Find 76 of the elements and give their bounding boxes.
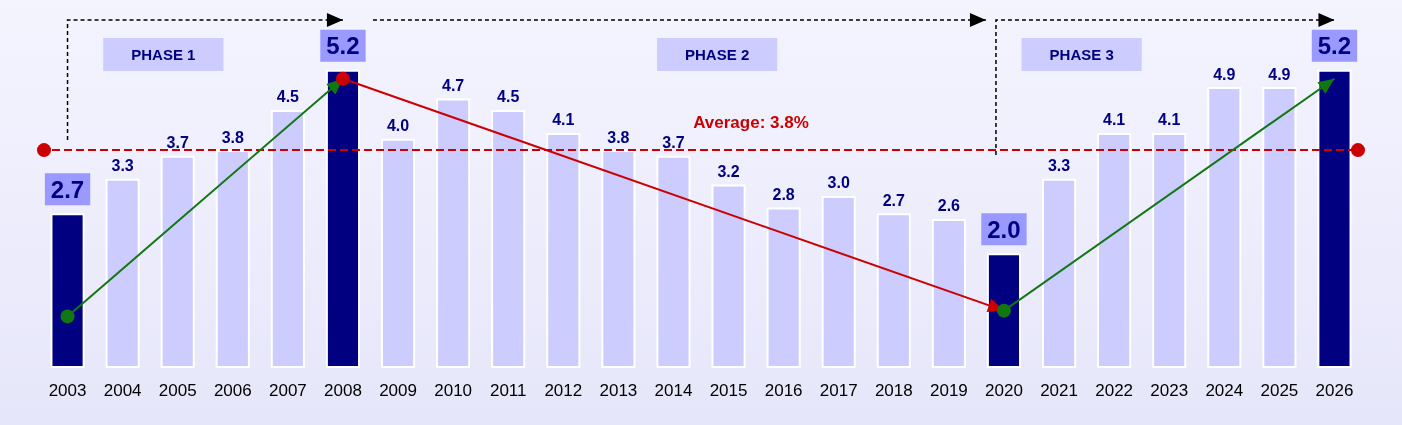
x-tick-label: 2009: [379, 381, 417, 400]
bar: [1152, 132, 1187, 368]
x-tick-label: 2017: [819, 381, 858, 400]
data-label: 4.0: [386, 117, 410, 135]
text: PHASE 3: [1049, 46, 1114, 63]
x-tick-label: 2020: [985, 381, 1023, 400]
data-label: 2.6: [937, 197, 961, 215]
bar: [546, 132, 581, 368]
data-label: 2.7: [882, 191, 906, 209]
bar: [766, 207, 801, 368]
data-label: 4.7: [442, 76, 465, 94]
data-label: 4.9: [1213, 65, 1236, 83]
bar: [380, 138, 416, 368]
x-tick-label: 2023: [1150, 381, 1189, 400]
x-tick-label: 2005: [158, 381, 197, 400]
data-label: 4.9: [1268, 65, 1291, 83]
data-label: 2.0: [987, 215, 1021, 243]
bar: [491, 109, 526, 368]
bar: [1262, 87, 1297, 368]
data-label: 3.7: [166, 134, 189, 152]
data-label: 4.1: [1158, 111, 1181, 129]
x-tick-label: 2015: [709, 381, 748, 400]
bar: [931, 218, 966, 368]
bar: [50, 213, 85, 368]
x-tick-label: 2003: [48, 381, 87, 400]
bar: [1317, 69, 1352, 368]
data-label: 3.3: [1047, 157, 1071, 175]
x-tick-label: 2013: [599, 381, 638, 400]
x-tick-label: 2006: [213, 381, 252, 400]
bar: [656, 155, 691, 368]
data-label: 4.5: [276, 88, 300, 106]
x-tick-label: 2024: [1205, 381, 1244, 400]
text: PHASE 1: [131, 46, 196, 63]
data-label: 4.1: [552, 111, 575, 129]
data-label: 3.3: [111, 157, 134, 175]
bar: [601, 150, 636, 368]
x-tick-label: 2011: [489, 381, 527, 400]
bar: [1041, 178, 1077, 368]
bar: [1097, 132, 1132, 368]
bar: [986, 253, 1022, 368]
bar: [821, 195, 856, 368]
data-label: 2.7: [50, 175, 85, 203]
bar: [1207, 87, 1242, 368]
bar: [325, 69, 361, 368]
bar: [160, 155, 195, 368]
x-tick-label: 2019: [929, 381, 968, 400]
x-tick-label: 2010: [434, 381, 473, 400]
x-tick-label: 2008: [324, 381, 362, 400]
x-tick-label: 2025: [1260, 381, 1299, 400]
data-label: 3.7: [662, 134, 685, 152]
data-label: 5.2: [1317, 32, 1352, 60]
x-tick-label: 2022: [1095, 381, 1134, 400]
x-tick-label: 2014: [654, 381, 693, 400]
data-label: 4.1: [1103, 111, 1126, 129]
x-tick-label: 2007: [268, 381, 307, 400]
bar: [105, 178, 140, 368]
x-tick-label: 2021: [1040, 381, 1078, 400]
data-label: 5.2: [326, 32, 360, 60]
data-label: 3.2: [717, 163, 740, 180]
bar: [215, 150, 250, 368]
x-tick-label: 2004: [103, 381, 142, 400]
x-tick-label: 2018: [874, 381, 913, 400]
bar: [270, 109, 305, 368]
bar: [436, 98, 471, 368]
data-label: 3.8: [607, 128, 630, 146]
data-label: 3.0: [827, 174, 850, 192]
data-label: 3.8: [221, 128, 245, 146]
x-tick-label: 2016: [764, 381, 803, 400]
bar: [876, 213, 911, 368]
text: PHASE 2: [685, 46, 750, 63]
bar: [711, 184, 746, 368]
x-tick-label: 2026: [1315, 381, 1354, 400]
x-tick-label: 2012: [544, 381, 583, 400]
ref-line-label: Average: 3.8%: [693, 113, 809, 133]
data-label: 4.5: [497, 88, 520, 106]
data-label: 2.8: [772, 185, 795, 203]
